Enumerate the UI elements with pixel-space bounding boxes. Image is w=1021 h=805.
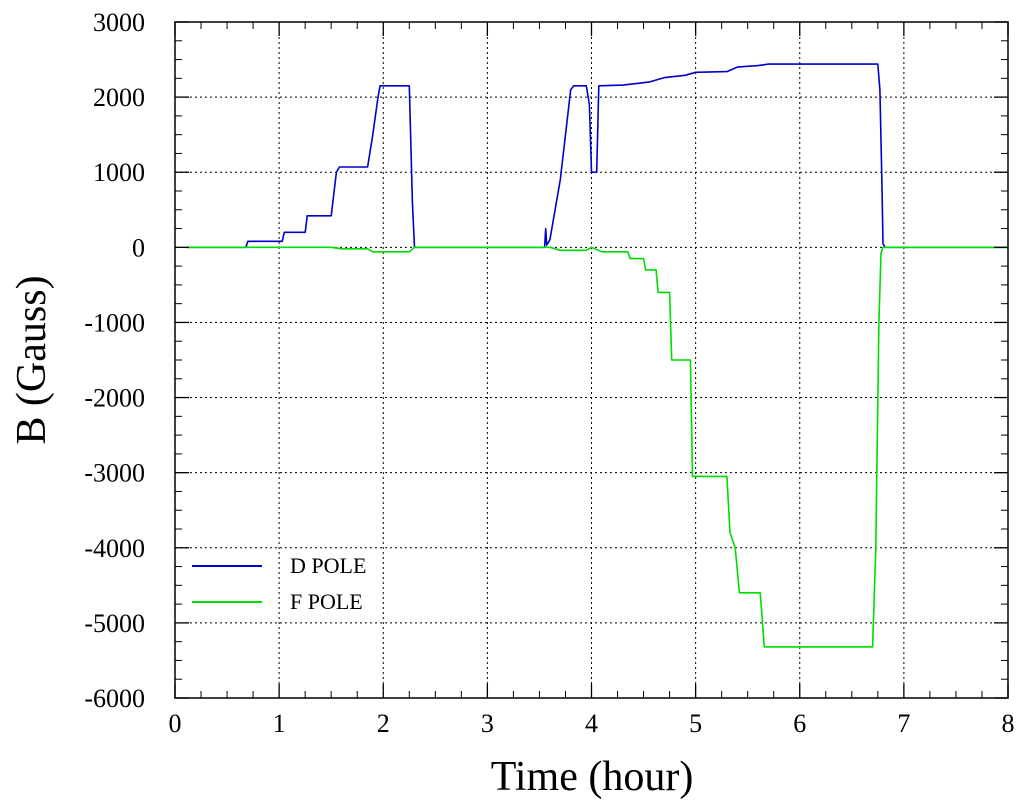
y-tick-labels: 3000 2000 1000 0 -1000 -2000 -3000 -4000 -5000 -6… (84, 8, 145, 713)
y-tick-label: -3000 (84, 459, 145, 488)
y-tick-label: -2000 (84, 384, 145, 413)
series-line-d-pole (185, 63, 1008, 249)
x-tick-label: 7 (897, 709, 910, 738)
legend-label: D POLE (290, 553, 366, 578)
y-tick-label: 3000 (93, 8, 145, 37)
y-tick-label: -5000 (84, 609, 145, 638)
y-tick-label: -1000 (84, 308, 145, 337)
y-tick-label: 0 (132, 233, 145, 262)
legend: D POLE F POLE (192, 553, 366, 614)
y-tick-label: -4000 (84, 534, 145, 563)
x-tick-label: 4 (585, 709, 598, 738)
x-axis-title: Time (hour) (491, 754, 694, 800)
x-tick-label: 3 (481, 709, 494, 738)
x-tick-labels: 0 1 2 3 4 5 6 7 8 (169, 709, 1015, 738)
y-axis-title: B (Gauss) (9, 275, 55, 444)
y-tick-label: 2000 (93, 83, 145, 112)
y-tick-label: -6000 (84, 684, 145, 713)
x-tick-label: 1 (273, 709, 286, 738)
series-group (185, 63, 1008, 648)
tick-marks (174, 21, 1009, 699)
x-tick-label: 0 (169, 709, 182, 738)
series-line-f-pole (185, 246, 1008, 648)
y-tick-label: 1000 (93, 158, 145, 187)
x-tick-label: 5 (689, 709, 702, 738)
x-tick-label: 2 (377, 709, 390, 738)
x-tick-label: 8 (1002, 709, 1015, 738)
legend-label: F POLE (290, 589, 363, 614)
x-tick-label: 6 (793, 709, 806, 738)
